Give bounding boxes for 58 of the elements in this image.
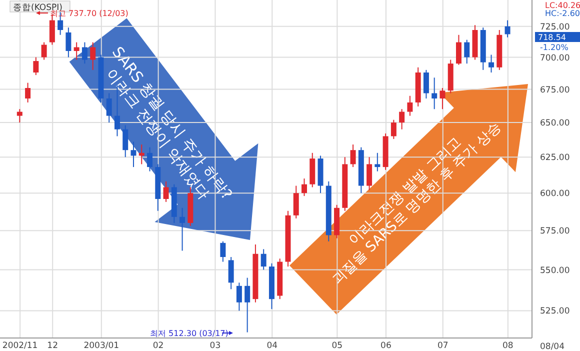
candlestick (302, 178, 307, 197)
y-tick-label: 600.00 (540, 189, 570, 200)
candlestick (464, 39, 470, 64)
candlestick (41, 42, 47, 60)
candlestick (180, 207, 186, 252)
candlestick (90, 42, 96, 70)
x-tick-label: 12 (47, 341, 58, 351)
x-tick-label: 03 (210, 341, 221, 351)
x-tick-label: 04 (266, 341, 278, 351)
candlestick (456, 34, 462, 66)
candlestick (432, 77, 438, 110)
candlestick (407, 95, 413, 116)
y-tick-label: 575.00 (540, 226, 570, 237)
text: HC:-2.60 (545, 9, 580, 18)
x-tick-label: 06 (380, 341, 392, 351)
x-tick-label: 08 (502, 341, 514, 351)
y-tick-label: 550.00 (540, 266, 570, 276)
candlestick (16, 108, 22, 124)
candlestick (423, 69, 429, 99)
text: 08/04 (540, 342, 564, 351)
candlestick (220, 240, 226, 262)
candlestick (25, 82, 31, 103)
annotation: 최저 512.30 (03/17) (150, 329, 228, 338)
y-tick-label: 725.00 (540, 22, 570, 32)
candlestick (488, 54, 494, 73)
candlestick (82, 42, 88, 64)
candlestick (122, 124, 128, 158)
candlestick (74, 42, 80, 60)
candlestick (33, 56, 39, 76)
candlestick (504, 20, 510, 38)
y-tick-label: 700.00 (540, 53, 570, 64)
candlestick (293, 185, 299, 219)
candlestick (366, 156, 372, 191)
y-tick-label: 525.00 (540, 306, 570, 317)
candlestick (66, 27, 72, 58)
candlestick (440, 87, 446, 110)
candlestick (236, 282, 242, 312)
x-tick-label: 07 (437, 341, 448, 351)
y-tick-label: 650.00 (540, 118, 570, 129)
candlestick (374, 152, 380, 172)
annotation: 최고 737.70 (12/03) (50, 9, 128, 18)
x-tick-label: 2002/11 (2, 341, 38, 351)
text: -1.20% (540, 43, 569, 52)
candlestick (390, 119, 396, 140)
text: 718.54 (538, 33, 566, 42)
x-tick-label: 02 (152, 341, 164, 351)
candlestick (260, 248, 266, 270)
candlestick (244, 277, 250, 333)
candlestick (147, 146, 152, 172)
candlestick (163, 180, 169, 202)
text: LC:40.26 (545, 1, 580, 10)
y-tick-label: 675.00 (540, 85, 570, 96)
candlestick (350, 144, 356, 168)
x-tick-label: 2003/01 (84, 341, 120, 351)
candlestick (228, 256, 234, 290)
x-tick-label: 05 (332, 341, 343, 351)
y-tick-label: 625.00 (540, 153, 570, 164)
candlestick (399, 108, 405, 130)
